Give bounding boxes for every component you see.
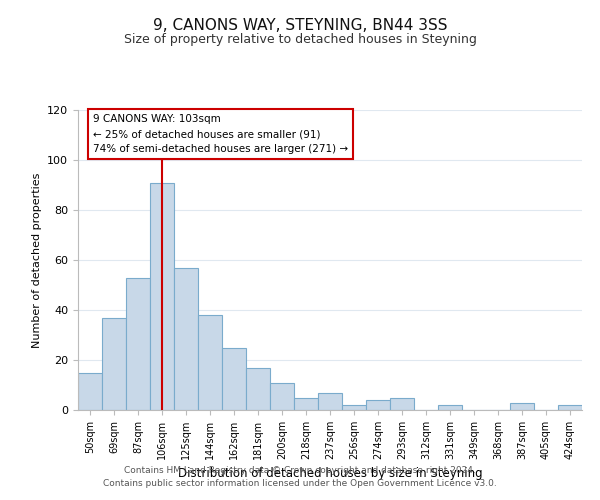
X-axis label: Distribution of detached houses by size in Steyning: Distribution of detached houses by size …: [178, 468, 482, 480]
Text: 9 CANONS WAY: 103sqm
← 25% of detached houses are smaller (91)
74% of semi-detac: 9 CANONS WAY: 103sqm ← 25% of detached h…: [93, 114, 348, 154]
Text: 9, CANONS WAY, STEYNING, BN44 3SS: 9, CANONS WAY, STEYNING, BN44 3SS: [153, 18, 447, 32]
Text: Size of property relative to detached houses in Steyning: Size of property relative to detached ho…: [124, 32, 476, 46]
Bar: [510, 402, 534, 410]
Bar: [78, 372, 102, 410]
Text: Contains HM Land Registry data © Crown copyright and database right 2024.
Contai: Contains HM Land Registry data © Crown c…: [103, 466, 497, 487]
Bar: [198, 315, 222, 410]
Bar: [342, 405, 366, 410]
Bar: [558, 405, 582, 410]
Bar: [102, 318, 126, 410]
Bar: [270, 382, 294, 410]
Bar: [438, 405, 462, 410]
Bar: [366, 400, 390, 410]
Bar: [318, 392, 342, 410]
Bar: [174, 268, 198, 410]
Bar: [294, 398, 318, 410]
Bar: [246, 368, 270, 410]
Y-axis label: Number of detached properties: Number of detached properties: [32, 172, 41, 348]
Bar: [150, 182, 174, 410]
Bar: [390, 398, 414, 410]
Bar: [222, 348, 246, 410]
Bar: [126, 278, 150, 410]
